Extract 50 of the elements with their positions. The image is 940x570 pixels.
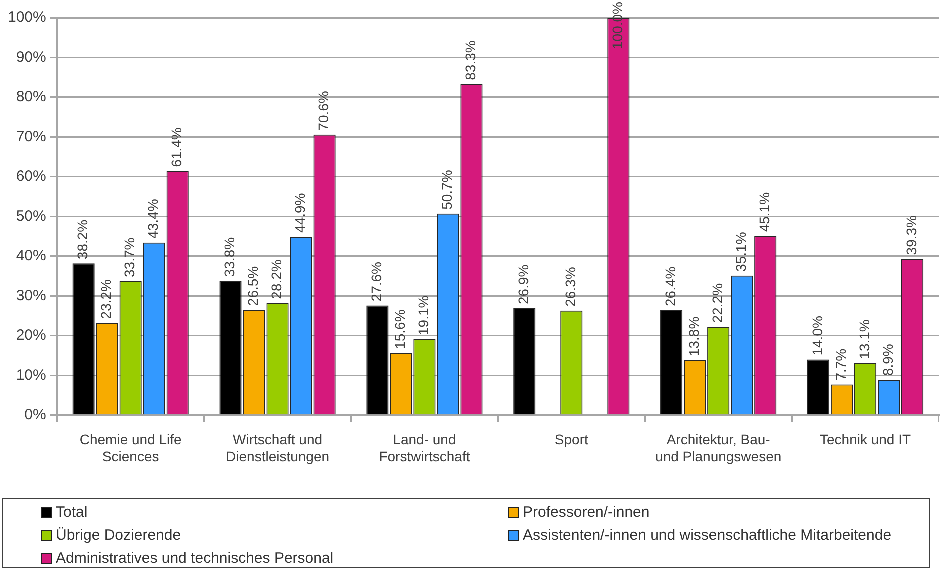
data-label: 26.5%	[245, 266, 262, 306]
data-label: 43.4%	[145, 199, 162, 239]
data-label: 8.9%	[880, 344, 896, 376]
data-label: 83.3%	[462, 40, 479, 80]
data-label: 26.3%	[562, 267, 579, 307]
legend-label: Administratives und technisches Personal	[56, 550, 334, 567]
data-label: 13.8%	[686, 316, 702, 357]
legend-label: Assistenten/-innen und wissenschaftliche Mitarbeitende	[523, 527, 892, 544]
data-label: 50.7%	[439, 170, 456, 210]
data-label: 39.3%	[903, 216, 920, 256]
data-label: 23.2%	[98, 280, 114, 320]
y-tick-label: 10%	[16, 366, 46, 384]
data-label: 26.9%	[515, 264, 532, 304]
x-tick-label: Technik und IT	[820, 432, 912, 448]
legend-label: Total	[56, 504, 88, 521]
data-label: 26.4%	[662, 266, 678, 306]
data-label: 44.9%	[292, 193, 308, 233]
data-label: 38.2%	[74, 220, 91, 260]
y-tick-label: 30%	[16, 287, 46, 304]
data-label: 7.7%	[832, 348, 849, 381]
data-label: 22.2%	[709, 283, 726, 324]
x-tick-label: Land- und Forstwirtschaft	[379, 432, 470, 464]
data-label: 15.6%	[392, 310, 408, 350]
data-label: 33.7%	[122, 238, 138, 278]
legend-label: Übrige Dozierende	[56, 527, 182, 544]
data-label: 100.0%	[610, 2, 626, 50]
legend-label: Professoren/-innen	[523, 504, 650, 521]
y-tick-label: 40%	[16, 248, 46, 265]
data-label: 13.1%	[856, 320, 872, 360]
x-tick-label: Wirtschaft und Dienstleistungen	[226, 432, 330, 464]
x-tick-label: Sport	[554, 432, 588, 448]
y-tick-label: 70%	[16, 128, 46, 146]
data-label: 14.0%	[809, 316, 826, 356]
data-label: 28.2%	[268, 260, 285, 300]
y-tick-label: 50%	[16, 208, 46, 225]
y-tick-label: 80%	[16, 88, 46, 106]
y-tick-label: 0%	[24, 406, 46, 424]
data-label: 33.8%	[222, 237, 238, 278]
data-label: 61.4%	[168, 128, 185, 168]
x-tick-label: Chemie und Life Sciences	[80, 432, 182, 464]
y-tick-label: 100%	[8, 9, 46, 26]
data-label: 35.1%	[732, 232, 749, 272]
data-label: 45.1%	[756, 192, 772, 232]
data-label: 70.6%	[316, 91, 332, 131]
y-tick-label: 90%	[16, 48, 46, 66]
data-label: 19.1%	[416, 296, 432, 336]
y-tick-label: 60%	[16, 168, 46, 186]
data-label: 27.6%	[368, 262, 385, 302]
x-tick-label: Architektur, Bau- und Planungswesen	[656, 432, 782, 464]
y-tick-label: 20%	[16, 327, 46, 344]
